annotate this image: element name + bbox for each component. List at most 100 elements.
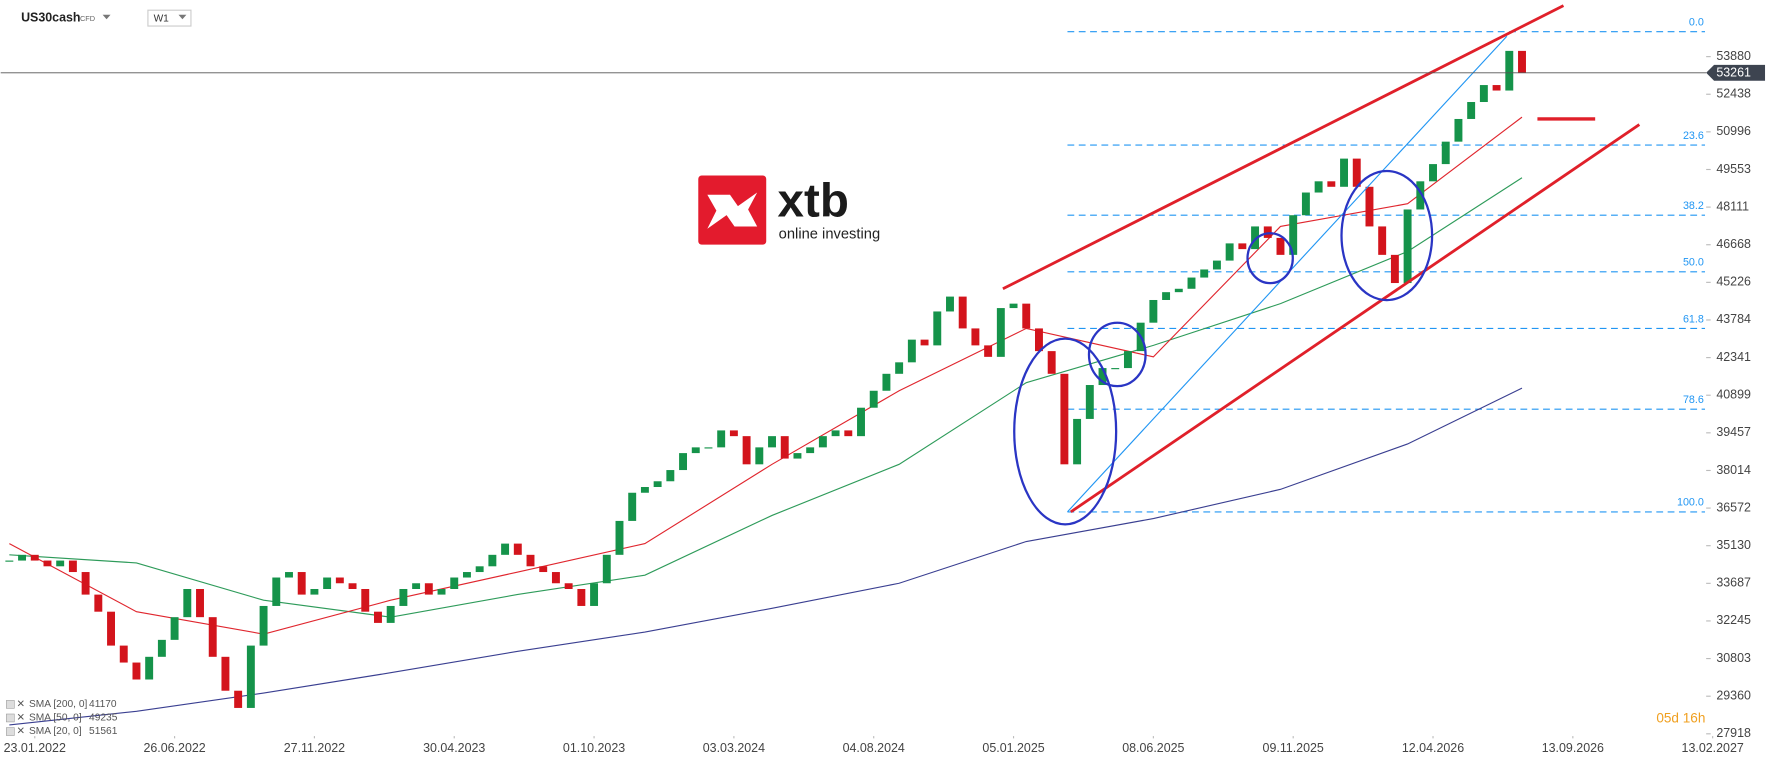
legend-name: SMA [50, 0] [29,713,82,724]
instrument-type: CFD [80,14,95,23]
candle-body [1200,269,1209,278]
candle-body [1098,368,1107,386]
candle-body [1340,158,1349,187]
candle-body [437,588,446,595]
candle-body [1009,303,1018,309]
symbol[interactable]: US30cash [21,10,80,24]
candle-body [971,328,980,346]
axis-layer: 53880 52438 50996 49553 48111 46668 45226 43784… [0,49,1766,755]
candle-body [857,407,865,437]
candle-body [30,554,39,561]
candle-body [640,487,649,493]
price-tag [1706,64,1766,81]
candle-body [704,447,713,449]
y-tick-label: 49553 [1716,162,1751,176]
x-tick-label: 30.04.2023 [423,741,485,755]
y-tick-label: 42341 [1716,350,1751,364]
candle-body [1263,226,1272,238]
timeframe-box[interactable] [147,9,192,27]
price-tag-label: 53261 [1716,66,1751,80]
legend-x: ✕ [17,699,26,710]
x-tick-label: 13.02.2027 [1682,741,1744,755]
fib-label: 61.8 [1683,313,1704,325]
x-tick-label: 09.11.2025 [1263,741,1324,755]
timeframe[interactable]: W1 [154,13,170,24]
candle-body [272,577,281,606]
y-tick-label: 45226 [1716,275,1751,289]
y-tick-label: 30803 [1716,651,1751,665]
legend-x: ✕ [17,726,26,737]
candle-body [1429,164,1437,182]
candle-body [43,560,52,567]
candle-body [1327,181,1336,187]
candle-body [1352,158,1361,187]
fib-label: 50.0 [1683,257,1704,269]
fib-label: 78.6 [1683,394,1704,406]
fib-label: 23.6 [1683,130,1704,142]
candle-body [1022,303,1031,329]
candle-body [1035,328,1043,352]
legend-value: 49235 [89,713,118,724]
y-tick-label: 53880 [1716,49,1751,63]
fibonacci-layer: 0.0 23.6 38.2 50.0 61.8 78.6 100.0 [1067,17,1706,513]
candle-body [1492,85,1501,91]
candle-body [1123,351,1132,369]
candle-body [1365,186,1374,227]
candle-body [348,583,357,589]
fib-label: 0.0 [1689,17,1704,29]
x-tick-label: 01.10.2023 [563,741,625,755]
candle-body [755,447,764,465]
x-tick-label: 08.06.2025 [1122,741,1184,755]
candle-body [1225,243,1234,261]
candle-body [653,481,662,488]
y-tick-label: 38014 [1716,463,1751,477]
countdown: 05d 16h [1656,711,1705,726]
candle-body [1378,226,1387,255]
candle-body [895,362,904,374]
candle-body [1454,118,1463,142]
symbol-dropdown[interactable] [102,14,111,20]
candle-body [742,436,751,465]
x-tick-label: 03.03.2024 [703,741,765,755]
candle-body [806,447,815,454]
candle-body [1479,85,1488,103]
candle-body [666,470,675,482]
candle-body [221,656,230,691]
candle-body [946,296,954,312]
candle-body [170,617,179,640]
candle-body [768,436,776,448]
candle-body [844,430,853,437]
candle-body [1085,385,1094,419]
indicator-legend: ✕ SMA [200, 0] 41170✕ SMA [50, 0] 49235✕ SMA … [6,699,118,737]
candle-body [933,311,942,346]
candle-body [1238,243,1247,250]
candle-body [1467,102,1476,119]
candle-body [615,520,624,555]
candle-body [602,554,611,584]
legend-value: 41170 [89,699,117,710]
timeframe-dropdown[interactable] [178,14,187,20]
candle-body [183,588,192,618]
candle-body [1314,181,1323,193]
candle-body [551,572,560,584]
y-tick-label: 46668 [1716,237,1751,251]
sma-line [9,387,1523,726]
candle-body [246,645,255,708]
candle-body [462,572,471,578]
y-tick-label: 43784 [1716,312,1751,326]
candle-body [513,543,522,555]
candle-body [717,430,726,448]
candle-body [119,645,128,663]
candle-body [1174,288,1183,293]
candle-body [386,605,395,623]
x-tick-label: 23.01.2022 [4,741,66,755]
candle-body [234,690,243,708]
candle-body [132,662,141,680]
y-tick-label: 36572 [1716,500,1751,514]
candle-body [907,339,916,363]
candle-body [1289,215,1298,255]
y-tick-label: 50996 [1716,124,1751,138]
x-tick-label: 12.04.2026 [1402,741,1464,755]
channel-lower [1070,123,1641,514]
